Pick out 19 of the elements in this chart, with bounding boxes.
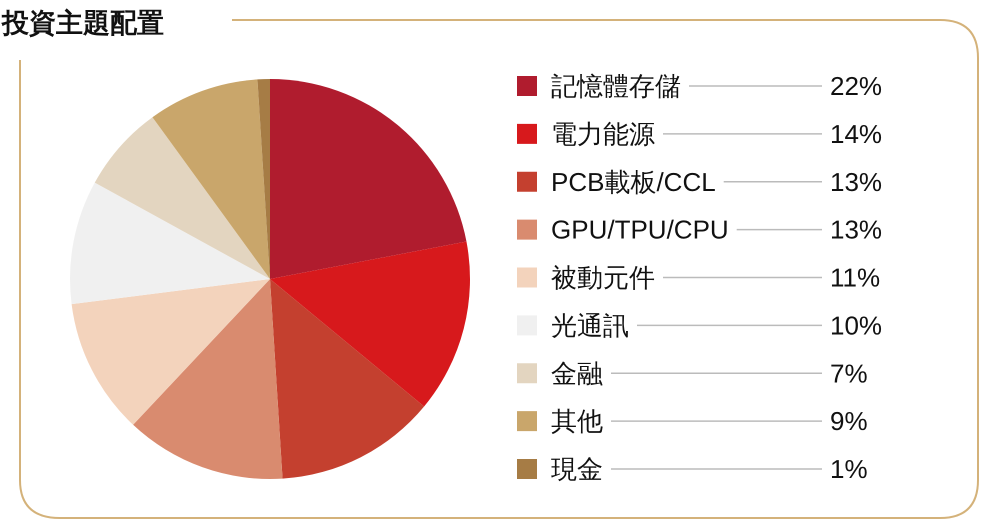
legend-label: 電力能源 [551,118,655,149]
data-label: 10% [830,310,882,340]
data-label: 11% [830,262,880,292]
legend-label: 光通訊 [551,310,629,340]
legend-label: 記憶體存儲 [551,71,681,101]
chart-title: 投資主題配置 [1,8,164,38]
legend-label: 其他 [551,406,603,436]
data-label: 22% [830,71,882,101]
data-label: 14% [830,118,882,149]
legend-label: GPU/TPU/CPU [551,214,729,245]
data-label: 9% [830,406,868,436]
data-label: 13% [830,214,882,245]
legend-label: 現金 [551,454,603,484]
data-label: 7% [830,358,868,388]
legend-label: 金融 [551,358,603,388]
data-label: 1% [830,454,868,484]
legend-label: PCB載板/CCL [551,166,716,197]
legend-label: 被動元件 [551,262,655,292]
data-label: 13% [830,166,882,197]
